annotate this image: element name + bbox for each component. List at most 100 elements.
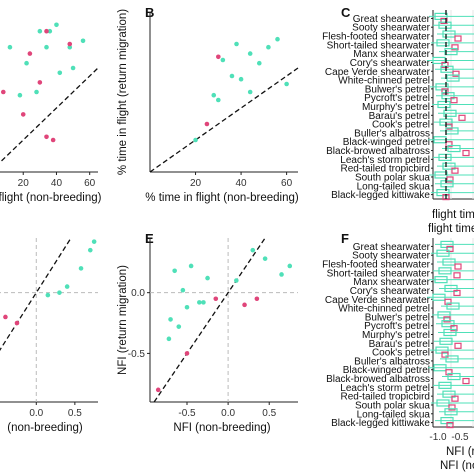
box-pink — [446, 245, 454, 253]
x-axis-title: flight (non-breeding) — [0, 192, 102, 204]
box-pink — [450, 325, 458, 332]
species-label: Black-browed albatross — [326, 374, 430, 385]
x-tick-label: 0.5 — [262, 408, 276, 419]
point-pink-1 — [184, 351, 190, 356]
box-teal — [444, 48, 458, 56]
point-teal-3 — [168, 317, 173, 322]
species-label: South polar skua — [355, 400, 430, 411]
box-pink — [454, 342, 462, 349]
point-teal-9 — [24, 60, 29, 66]
point-teal-11 — [287, 263, 293, 269]
point-teal-13 — [250, 247, 256, 253]
box-teal — [443, 328, 457, 337]
point-pink-7 — [67, 41, 73, 47]
point-teal-2 — [78, 266, 84, 271]
x-axis-title-2: flight time — [428, 223, 474, 235]
panel-e: -0.5 0.0 0.5 0.0 -0.5 NFI (non-breeding) NFI (… — [117, 237, 298, 434]
box-pink — [451, 44, 459, 51]
point-teal-4 — [166, 336, 172, 342]
box-teal — [442, 30, 456, 38]
box-teal — [440, 180, 454, 188]
point-teal-0 — [7, 44, 13, 50]
y-axis-title: % time in flight (return migration) — [117, 9, 129, 175]
box-pink — [451, 167, 459, 174]
point-pink-0 — [204, 121, 210, 127]
species-label: Black-legged kittiwake — [331, 190, 430, 201]
box-teal — [447, 144, 461, 153]
species-label: Cook's petrel — [372, 120, 430, 131]
species-label: Murphy's petrel — [362, 102, 430, 113]
x-tick-label: -0.5 — [451, 432, 469, 443]
point-teal-14 — [176, 324, 182, 329]
point-pink-4 — [213, 296, 219, 302]
point-teal-3 — [64, 284, 70, 289]
x-tick-label: 60 — [84, 178, 96, 189]
point-pink-3 — [0, 89, 6, 95]
box-pink — [454, 263, 462, 270]
box-pink — [446, 421, 454, 429]
point-teal-5 — [80, 38, 86, 44]
point-pink-6 — [50, 137, 56, 143]
one-to-one-line — [0, 67, 99, 164]
box-pink — [462, 149, 470, 157]
panel-b: 20 40 60 % time in flight (non-breeding) % t… — [117, 9, 299, 204]
point-pink-2 — [3, 314, 8, 320]
species-label: Bulwer's petrel — [365, 312, 430, 323]
point-teal-4 — [57, 290, 62, 295]
point-teal-5 — [184, 304, 190, 310]
box-teal — [441, 320, 455, 328]
box-teal — [442, 390, 456, 398]
species-label: Bulwer's petrel — [365, 84, 430, 95]
point-pink-0 — [155, 387, 161, 393]
species-label: Pycroft's petrel — [364, 321, 430, 332]
species-label: White-chinned petrel — [338, 76, 430, 87]
box-teal — [442, 258, 456, 266]
x-tick-label: -0.5 — [178, 408, 196, 419]
point-teal-7 — [205, 275, 210, 281]
point-teal-9 — [284, 81, 289, 87]
x-tick-label: 0.0 — [29, 408, 43, 419]
point-teal-1 — [37, 28, 43, 34]
x-axis-title: NFI (non-breeding) — [173, 422, 270, 434]
box-pink — [448, 404, 456, 411]
species-label: Pycroft's petrel — [364, 93, 430, 104]
box-pink — [450, 97, 458, 104]
point-teal-4 — [256, 60, 262, 66]
species-label: White-chinned petrel — [338, 304, 430, 315]
point-teal-6 — [201, 300, 206, 305]
y-tick-label: -0.5 — [128, 349, 146, 360]
point-pink-0 — [44, 28, 49, 34]
x-tick-label: 60 — [281, 178, 293, 189]
point-teal-8 — [70, 65, 76, 71]
species-label: Black-winged petrel — [343, 365, 430, 376]
box-teal — [446, 74, 460, 82]
point-teal-0 — [193, 137, 198, 143]
box-pink — [451, 395, 459, 402]
species-label: Manx shearwater — [353, 277, 430, 288]
box-teal — [436, 39, 450, 47]
species-label: Murphy's petrel — [362, 330, 430, 341]
x-tick-label: 0.0 — [221, 408, 235, 419]
species-label: Great shearwater — [353, 14, 431, 25]
panel-letter-c: C — [341, 5, 351, 20]
box-teal — [444, 284, 458, 293]
box-pink — [441, 351, 449, 358]
box-pink — [453, 272, 461, 279]
point-teal-6 — [57, 70, 63, 76]
point-teal-3 — [247, 51, 253, 56]
point-teal-5 — [45, 292, 51, 298]
species-label: Barau's petrel — [369, 339, 430, 350]
point-pink-1 — [216, 54, 221, 60]
box-pink — [446, 176, 454, 183]
point-pink-2 — [254, 296, 260, 302]
box-teal — [442, 162, 456, 170]
point-teal-12 — [211, 92, 217, 98]
species-label: Black-browed albatross — [326, 146, 430, 157]
species-label: Short-tailed shearwater — [327, 268, 431, 279]
box-pink — [441, 61, 449, 69]
box-teal — [434, 171, 448, 179]
point-teal-1 — [216, 97, 221, 103]
x-axis-title-1: NFI (r — [446, 446, 474, 458]
box-pink — [454, 35, 462, 42]
point-teal-10 — [279, 272, 284, 277]
